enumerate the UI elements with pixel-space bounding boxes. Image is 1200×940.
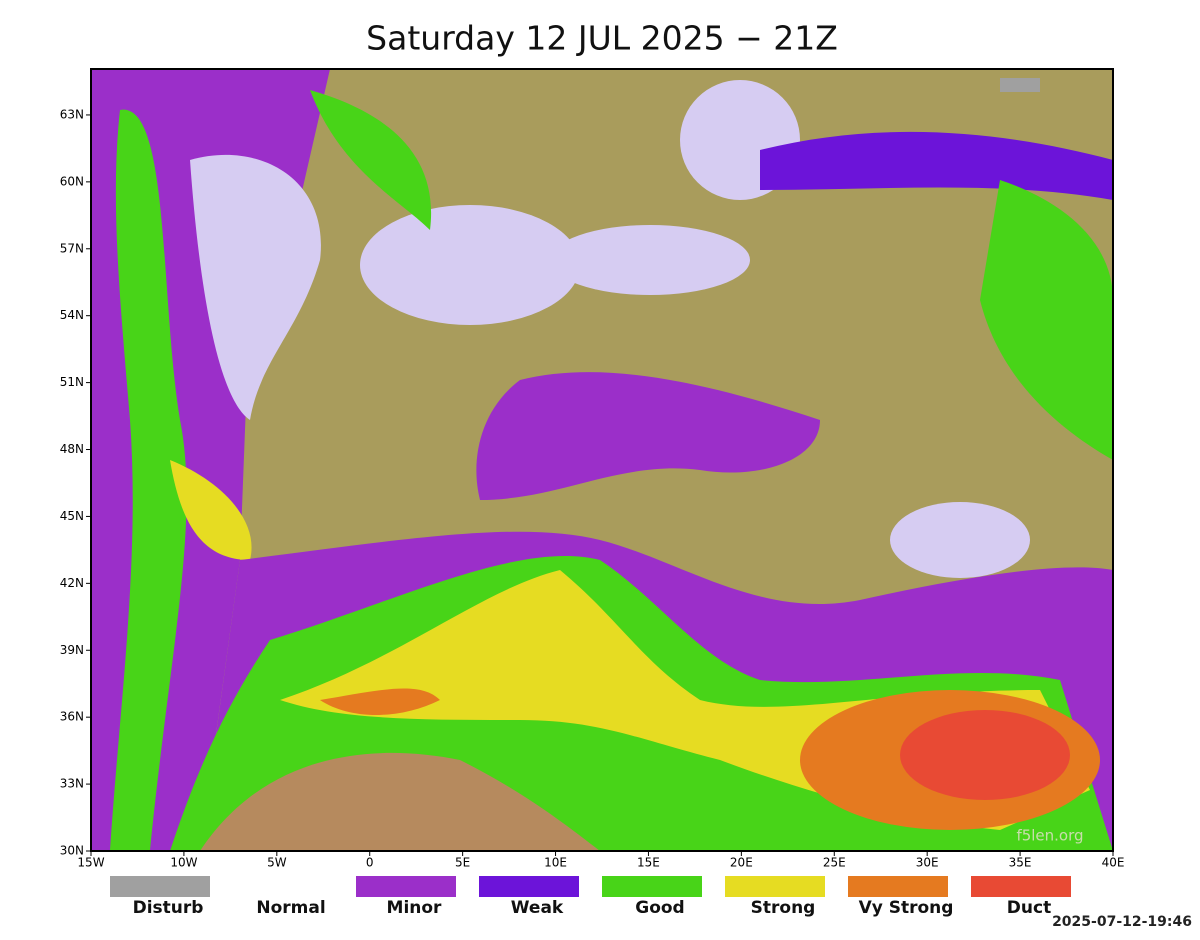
- atlantic-good: [110, 109, 187, 850]
- legend-label: Minor: [387, 898, 443, 918]
- baltic: [550, 225, 750, 295]
- map-title: Saturday 12 JUL 2025 − 21Z: [366, 19, 838, 58]
- legend-label: Duct: [1007, 898, 1051, 918]
- legend-swatch: [725, 876, 825, 897]
- lat-tick-label: 51N: [60, 375, 84, 389]
- lat-tick-label: 60N: [60, 174, 84, 188]
- map-field: [91, 69, 1113, 851]
- lat-tick-label: 45N: [60, 509, 84, 523]
- lon-tick-label: 35E: [1009, 856, 1032, 870]
- alboran-vy-strong: [320, 688, 440, 715]
- lon-tick-label: 10W: [170, 856, 197, 870]
- norway-good: [310, 90, 432, 230]
- legend-label: Normal: [256, 898, 325, 918]
- biscay-strong: [170, 460, 252, 560]
- legend-label: Vy Strong: [859, 898, 954, 918]
- timestamp: 2025-07-12-19:46: [1052, 914, 1192, 930]
- lon-tick-label: 15W: [77, 856, 104, 870]
- lon-tick-label: 10E: [544, 856, 567, 870]
- lon-tick-label: 30E: [916, 856, 939, 870]
- lat-tick-label: 57N: [60, 241, 84, 255]
- legend-label: Disturb: [133, 898, 204, 918]
- legend-label: Good: [635, 898, 684, 918]
- africa-land: [200, 752, 600, 851]
- lon-tick-label: 25E: [823, 856, 846, 870]
- lat-tick-label: 48N: [60, 442, 84, 456]
- lat-tick-label: 63N: [60, 107, 84, 121]
- black-sea: [890, 502, 1030, 578]
- legend-label: Strong: [751, 898, 816, 918]
- legend-swatch: [848, 876, 948, 897]
- lat-tick-label: 54N: [60, 308, 84, 322]
- lat-tick-label: 36N: [60, 710, 84, 724]
- map-frame: [90, 68, 1114, 852]
- lon-tick-label: 40E: [1102, 856, 1125, 870]
- central-minor: [476, 372, 820, 500]
- watermark: f5len.org: [1016, 827, 1083, 845]
- lon-tick-label: 5E: [455, 856, 470, 870]
- lat-tick-label: 30N: [60, 844, 84, 858]
- lat-tick-label: 33N: [60, 777, 84, 791]
- atlantic-sea: [190, 154, 321, 420]
- legend-swatch: [602, 876, 702, 897]
- legend-swatch: [971, 876, 1071, 897]
- legend-swatch: [110, 876, 210, 897]
- north-sea: [360, 205, 580, 325]
- disturb-patch: [1000, 78, 1040, 92]
- lat-tick-label: 39N: [60, 643, 84, 657]
- finland-weak: [760, 131, 1113, 200]
- russia-good: [980, 180, 1113, 460]
- legend-swatch: [233, 876, 333, 897]
- lon-tick-label: 20E: [730, 856, 753, 870]
- legend-swatch: [356, 876, 456, 897]
- legend-label: Weak: [511, 898, 564, 918]
- lon-tick-label: 0: [366, 856, 374, 870]
- levant-duct: [900, 710, 1070, 800]
- lon-tick-label: 15E: [637, 856, 660, 870]
- lon-tick-label: 5W: [267, 856, 287, 870]
- lat-tick-label: 42N: [60, 576, 84, 590]
- legend-swatch: [479, 876, 579, 897]
